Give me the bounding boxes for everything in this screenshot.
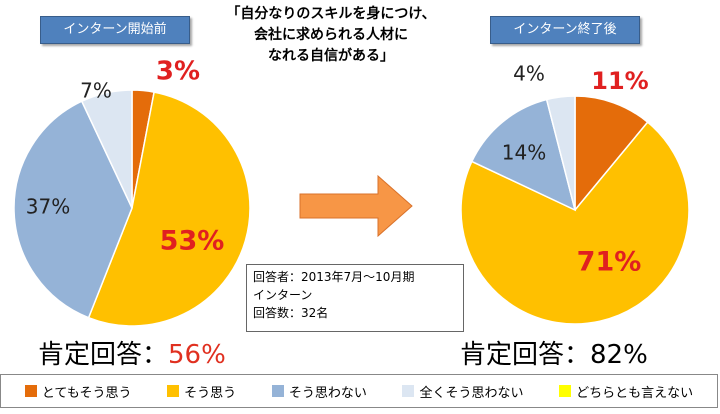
pie-slice (545, 95, 576, 211)
chart-title-after: インターン終了後 (490, 16, 640, 44)
summary-after: 肯定回答：82% (460, 334, 648, 371)
survey-question: 「自分なりのスキルを身につけ、 会社に求められる人材に なれる自信がある」 (226, 6, 436, 64)
data-label: 7% (80, 79, 112, 103)
legend-swatch (167, 385, 180, 397)
legend-swatch (402, 385, 415, 397)
data-label: 3% (156, 57, 200, 87)
legend-item: どちらとも言えない (559, 382, 693, 401)
legend-label: そう思わない (288, 385, 367, 401)
legend-label: そう思う (184, 385, 237, 401)
data-label: 37% (26, 195, 70, 219)
pie-slice (460, 121, 690, 325)
legend-label: 全くそう思わない (419, 385, 524, 401)
legend-label: どちらとも言えない (576, 385, 694, 401)
summary-label-after: 肯定回答： (460, 340, 591, 370)
pie-slice (87, 91, 251, 327)
respondent-type: インターン (253, 288, 313, 302)
legend-item: そう思う (167, 382, 236, 401)
legend-item: 全くそう思わない (402, 382, 523, 401)
data-label: 14% (502, 141, 546, 165)
data-label: 4% (513, 62, 545, 86)
legend-swatch (24, 385, 37, 397)
summary-label-before: 肯定回答： (38, 340, 169, 370)
respondent-info-box: 回答者：2013年7月〜10月期 インターン 回答数：32名 (246, 264, 464, 332)
summary-value-before: 56% (168, 340, 226, 370)
data-label: 11% (591, 67, 648, 95)
legend-label: とてもそう思う (41, 385, 132, 401)
respondent-period: 回答者：2013年7月〜10月期 (253, 270, 415, 284)
pie-slice (470, 98, 577, 212)
pie-slice (80, 89, 133, 209)
legend-item: とてもそう思う (24, 382, 132, 401)
data-label: 71% (577, 247, 642, 278)
pie-slice (574, 95, 649, 213)
arrow-right-icon (299, 174, 413, 238)
summary-value-after: 82% (590, 340, 648, 370)
legend-swatch (559, 385, 572, 397)
summary-before: 肯定回答：56% (38, 334, 226, 371)
pie-slice (13, 100, 133, 319)
chart-title-before: インターン開始前 (40, 16, 190, 44)
legend-item: そう思わない (271, 382, 367, 401)
data-label: 53% (160, 226, 225, 257)
respondent-count: 回答数：32名 (253, 306, 329, 320)
legend-swatch (271, 385, 284, 397)
legend: とてもそう思う そう思う そう思わない 全くそう思わない どちらとも言えない (0, 374, 718, 408)
